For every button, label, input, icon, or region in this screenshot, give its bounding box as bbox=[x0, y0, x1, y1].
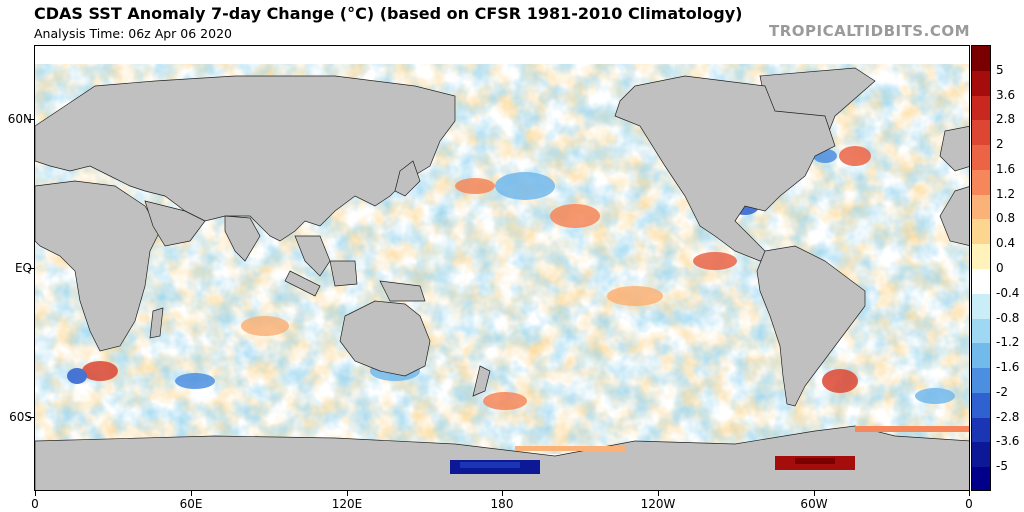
colorbar-label: -0.8 bbox=[996, 310, 1020, 325]
colorbar-segment bbox=[972, 442, 990, 468]
lat-label-60s: 60S bbox=[9, 410, 32, 424]
lon-label-120w: 120W bbox=[640, 497, 676, 511]
chart-title: CDAS SST Anomaly 7-day Change (°C) (base… bbox=[34, 4, 743, 23]
australia bbox=[339, 300, 431, 377]
south-america bbox=[756, 245, 866, 407]
antarctica bbox=[35, 425, 969, 490]
map-canvas bbox=[35, 46, 969, 490]
land-masses bbox=[35, 67, 969, 490]
colorbar-segment bbox=[972, 169, 990, 196]
colorbar bbox=[971, 45, 991, 491]
lon-label-120e: 120E bbox=[331, 497, 363, 511]
lon-label-0-east: 0 bbox=[965, 497, 973, 511]
colorbar-label: 1.6 bbox=[996, 161, 1016, 176]
borneo bbox=[329, 260, 358, 287]
colorbar-label: 0.8 bbox=[996, 211, 1016, 226]
colorbar-segment bbox=[972, 244, 990, 270]
sst-anomaly-map bbox=[34, 45, 970, 491]
lon-label-180: 180 bbox=[490, 497, 514, 511]
colorbar-segment bbox=[972, 46, 990, 72]
lat-label-eq: EQ bbox=[14, 261, 32, 275]
india bbox=[224, 215, 261, 262]
lat-tick bbox=[28, 417, 34, 418]
colorbar-segment bbox=[972, 219, 990, 245]
colorbar-label: 3.6 bbox=[996, 87, 1016, 102]
lat-label-60n: 60N bbox=[7, 112, 32, 126]
colorbar-label: -3.6 bbox=[996, 434, 1020, 449]
japan bbox=[394, 160, 421, 197]
africa bbox=[35, 180, 161, 352]
colorbar-label: 2 bbox=[996, 137, 1004, 152]
colorbar-segment bbox=[972, 467, 990, 490]
lon-tick bbox=[814, 491, 815, 496]
sumatra bbox=[284, 270, 321, 297]
analysis-time: Analysis Time: 06z Apr 06 2020 bbox=[34, 26, 232, 41]
lon-label-0: 0 bbox=[31, 497, 39, 511]
colorbar-segment bbox=[972, 368, 990, 394]
lon-tick bbox=[658, 491, 659, 496]
colorbar-segment bbox=[972, 417, 990, 443]
lon-tick bbox=[191, 491, 192, 496]
lon-tick bbox=[969, 491, 970, 496]
colorbar-label: -1.2 bbox=[996, 335, 1020, 350]
colorbar-segment bbox=[972, 120, 990, 146]
colorbar-segment bbox=[972, 95, 990, 121]
colorbar-label: 1.2 bbox=[996, 186, 1016, 201]
site-credit: TROPICALTIDBITS.COM bbox=[769, 22, 970, 40]
colorbar-label: 0 bbox=[996, 261, 1004, 275]
colorbar-label: -1.6 bbox=[996, 360, 1020, 375]
colorbar-segment bbox=[972, 392, 990, 419]
africa-west bbox=[939, 186, 969, 246]
lon-label-60w: 60W bbox=[800, 497, 828, 511]
colorbar-segment bbox=[972, 70, 990, 97]
colorbar-label: 0.4 bbox=[996, 236, 1016, 251]
lon-tick bbox=[502, 491, 503, 496]
arabia bbox=[144, 200, 206, 247]
colorbar-label: -5 bbox=[996, 459, 1008, 474]
colorbar-label: 2.8 bbox=[996, 112, 1016, 127]
lon-tick bbox=[347, 491, 348, 496]
colorbar-segment bbox=[972, 343, 990, 369]
madagascar bbox=[149, 307, 164, 339]
lat-tick bbox=[28, 119, 34, 120]
new-guinea bbox=[379, 280, 426, 302]
north-america bbox=[614, 75, 836, 262]
lon-tick bbox=[35, 491, 36, 496]
colorbar-label: -0.4 bbox=[996, 285, 1020, 300]
colorbar-segment bbox=[972, 293, 990, 320]
colorbar-label: -2 bbox=[996, 384, 1008, 399]
colorbar-segment bbox=[972, 145, 990, 171]
colorbar-segment bbox=[972, 269, 990, 295]
lat-tick bbox=[28, 268, 34, 269]
new-zealand bbox=[472, 365, 491, 397]
western-europe bbox=[939, 126, 969, 172]
colorbar-label: -2.8 bbox=[996, 409, 1020, 424]
antarctic-anomalies bbox=[450, 426, 969, 474]
eurasia bbox=[35, 75, 456, 242]
colorbar-segment bbox=[972, 194, 990, 220]
southeast-asia bbox=[294, 235, 331, 277]
colorbar-segment bbox=[972, 318, 990, 344]
colorbar-label: 5 bbox=[996, 62, 1004, 77]
lon-label-60e: 60E bbox=[179, 497, 203, 511]
